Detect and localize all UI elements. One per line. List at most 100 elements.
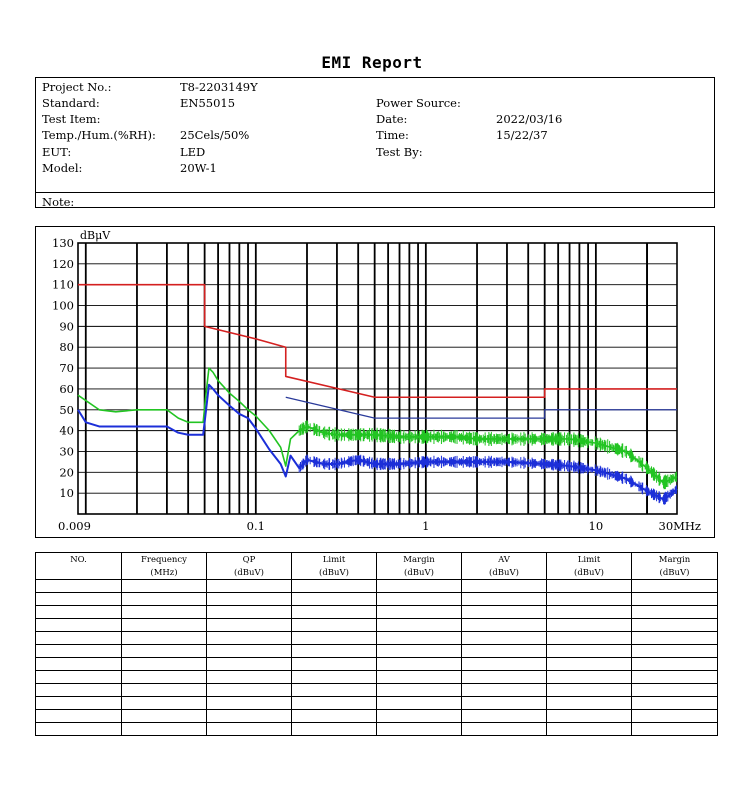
col-unit-no xyxy=(35,566,122,580)
results-units-row: (MHz) (dBuV) (dBuV) (dBuV) (dBuV) (dBuV)… xyxy=(35,566,718,580)
table-cell xyxy=(291,683,377,697)
time-value: 15/22/37 xyxy=(496,128,548,142)
temp-hum-value: 25Cels/50% xyxy=(180,128,250,142)
y-tick-label: 100 xyxy=(52,299,74,313)
table-cell xyxy=(291,670,377,684)
series-qp_trace-noise xyxy=(298,420,677,490)
table-cell xyxy=(291,631,377,645)
table-cell xyxy=(35,605,122,619)
table-cell xyxy=(206,644,292,658)
x-tick-label: 1 xyxy=(422,519,429,533)
table-cell xyxy=(546,696,632,710)
table-cell xyxy=(121,670,207,684)
table-row xyxy=(35,696,718,710)
table-cell xyxy=(206,709,292,723)
table-cell xyxy=(206,722,292,736)
x-tick-label: 0.009 xyxy=(58,519,91,533)
chart-grid xyxy=(77,242,678,515)
table-cell xyxy=(461,579,547,593)
test-item-label: Test Item: xyxy=(42,112,101,126)
table-cell xyxy=(376,709,462,723)
table-row xyxy=(35,722,718,736)
table-cell xyxy=(291,657,377,671)
y-tick-label: 10 xyxy=(59,486,74,500)
y-tick-label: 110 xyxy=(52,278,74,292)
table-cell xyxy=(546,605,632,619)
table-cell xyxy=(35,644,122,658)
table-cell xyxy=(206,683,292,697)
table-cell xyxy=(121,709,207,723)
emission-chart-panel: dBμV 10 20 30 40 50 60 70 80 90 100 110 120 130 0.009 0… xyxy=(35,226,715,538)
table-cell xyxy=(121,696,207,710)
col-unit-qp-margin: (dBuV) xyxy=(376,566,462,580)
table-cell xyxy=(206,579,292,593)
table-cell xyxy=(35,657,122,671)
table-cell xyxy=(461,618,547,632)
table-cell xyxy=(546,722,632,736)
table-cell xyxy=(291,618,377,632)
y-tick-label: 40 xyxy=(59,424,74,438)
standard-value: EN55015 xyxy=(180,96,236,110)
project-no-value: T8-2203149Y xyxy=(180,80,258,94)
col-header-no: NO. xyxy=(35,552,122,566)
table-cell xyxy=(206,631,292,645)
table-cell xyxy=(35,670,122,684)
col-header-av-margin: Margin xyxy=(631,552,718,566)
table-cell xyxy=(631,670,718,684)
col-header-qp-margin: Margin xyxy=(376,552,462,566)
y-tick-label: 90 xyxy=(59,319,74,333)
table-cell xyxy=(461,683,547,697)
table-cell xyxy=(631,722,718,736)
table-cell xyxy=(121,683,207,697)
table-row xyxy=(35,644,718,658)
table-cell xyxy=(546,644,632,658)
table-cell xyxy=(631,644,718,658)
table-cell xyxy=(461,644,547,658)
table-cell xyxy=(631,579,718,593)
eut-value: LED xyxy=(180,145,206,159)
project-no-label: Project No.: xyxy=(42,80,112,94)
table-cell xyxy=(206,670,292,684)
model-value: 20W-1 xyxy=(180,161,217,175)
table-row xyxy=(35,592,718,606)
table-cell xyxy=(376,657,462,671)
table-cell xyxy=(546,683,632,697)
table-cell xyxy=(376,670,462,684)
y-tick-label: 70 xyxy=(59,361,74,375)
table-cell xyxy=(121,722,207,736)
table-cell xyxy=(121,605,207,619)
table-cell xyxy=(546,592,632,606)
series-limit_av xyxy=(285,396,677,419)
table-cell xyxy=(376,592,462,606)
table-cell xyxy=(121,579,207,593)
table-cell xyxy=(35,618,122,632)
table-cell xyxy=(546,579,632,593)
results-table-panel: NO. Frequency QP Limit Margin AV Limit M… xyxy=(35,552,718,736)
table-cell xyxy=(631,618,718,632)
table-row xyxy=(35,618,718,632)
time-label: Time: xyxy=(376,128,409,142)
table-cell xyxy=(376,683,462,697)
y-tick-label: 120 xyxy=(52,257,74,271)
x-tick-label: 0.1 xyxy=(247,519,265,533)
table-row xyxy=(35,670,718,684)
plot-frame xyxy=(77,242,678,515)
col-header-frequency: Frequency xyxy=(121,552,207,566)
col-header-av-limit: Limit xyxy=(546,552,632,566)
table-cell xyxy=(291,709,377,723)
y-tick-label: 80 xyxy=(59,340,74,354)
col-unit-av: (dBuV) xyxy=(461,566,547,580)
table-cell xyxy=(631,709,718,723)
table-cell xyxy=(206,618,292,632)
col-unit-qp-limit: (dBuV) xyxy=(291,566,377,580)
series-av_trace-noise xyxy=(298,454,677,505)
table-cell xyxy=(376,722,462,736)
table-row xyxy=(35,631,718,645)
results-table: NO. Frequency QP Limit Margin AV Limit M… xyxy=(35,552,718,736)
y-tick-label: 60 xyxy=(59,382,74,396)
table-cell xyxy=(546,657,632,671)
table-cell xyxy=(546,709,632,723)
table-cell xyxy=(35,592,122,606)
